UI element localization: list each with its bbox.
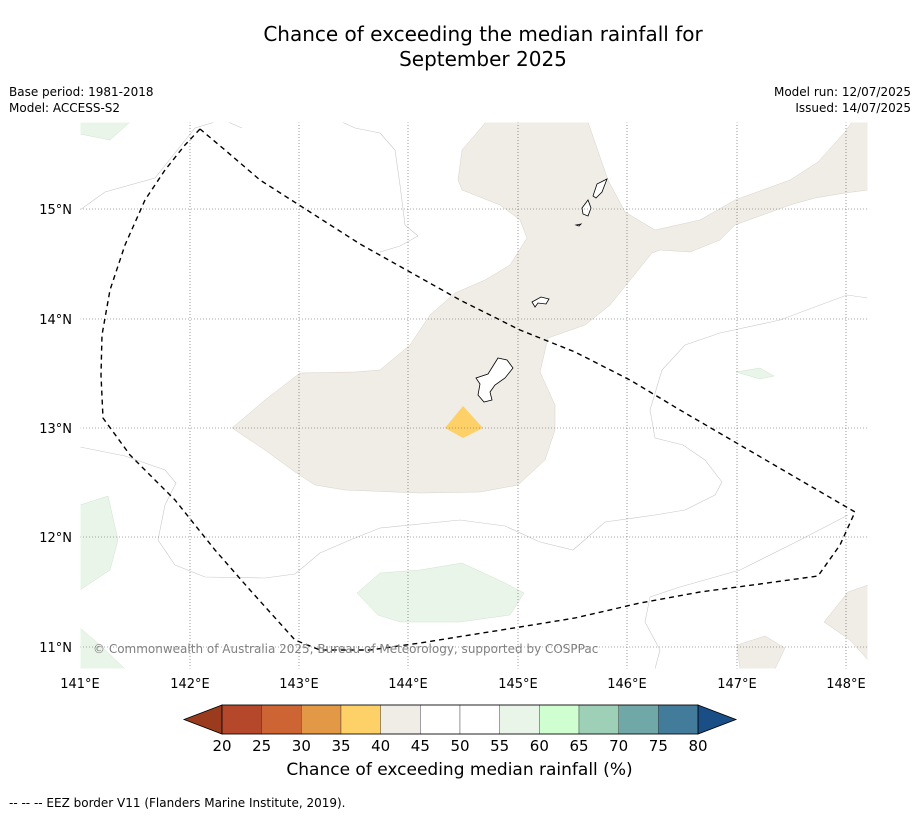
colorbar-tick-label: 75 — [649, 737, 668, 755]
colorbar-segment — [301, 704, 342, 735]
lat-label: 11°N — [39, 641, 72, 656]
colorbar-frame — [221, 704, 699, 735]
meta-left: Base period: 1981-2018 Model: ACCESS-S2 — [9, 84, 154, 116]
rainfall-region-55-60-c — [80, 122, 131, 141]
model-run: Model run: 12/07/2025 — [773, 85, 911, 99]
colorbar-segment — [380, 704, 421, 735]
map-area: © Commonwealth of Australia 2025, Bureau… — [80, 122, 868, 669]
colorbar-extend-low — [182, 704, 223, 735]
lon-label: 145°E — [498, 677, 538, 692]
colorbar-tick-label: 45 — [411, 737, 430, 755]
colorbar-segment — [459, 704, 500, 735]
colorbar-segment — [618, 704, 659, 735]
colorbar-tick-label: 25 — [252, 737, 271, 755]
island-aguijan — [574, 223, 583, 227]
island-guam — [475, 357, 514, 403]
eez-footnote: -- -- -- EEZ border V11 (Flanders Marine… — [9, 796, 346, 810]
colorbar-extend-high — [697, 704, 738, 735]
meta-right: Model run: 12/07/2025 Issued: 14/07/2025 — [774, 84, 911, 116]
colorbar-tick-label: 60 — [530, 737, 549, 755]
rainfall-region-55-60-d — [735, 367, 775, 380]
gridlines — [80, 122, 868, 669]
issued-date: Issued: 14/07/2025 — [795, 101, 911, 115]
rainfall-region-40-45 — [231, 122, 868, 494]
title-line-2: September 2025 — [399, 47, 567, 71]
map-title: Chance of exceeding the median rainfall … — [0, 22, 919, 72]
colorbar-tick-label: 20 — [212, 737, 231, 755]
rainfall-region-55-60-a — [356, 562, 525, 623]
colorbar-tick-label: 40 — [371, 737, 390, 755]
lon-label: 147°E — [717, 677, 757, 692]
colorbar-tick-label: 55 — [490, 737, 509, 755]
colorbar-segment — [499, 704, 540, 735]
colorbar-segment — [539, 704, 580, 735]
lat-label: 12°N — [39, 531, 72, 546]
rainfall-region-40-45-se — [823, 584, 868, 661]
island-rota — [531, 296, 550, 308]
model-name: Model: ACCESS-S2 — [9, 101, 121, 115]
lon-label: 148°E — [826, 677, 866, 692]
lat-label: 13°N — [39, 422, 72, 437]
island-saipan — [592, 178, 608, 199]
island-tinian — [581, 199, 592, 217]
colorbar-tick-label: 30 — [292, 737, 311, 755]
colorbar-segment — [420, 704, 461, 735]
islands — [475, 178, 608, 403]
contour-lines — [80, 122, 868, 669]
lat-label: 14°N — [39, 313, 72, 328]
lon-label: 143°E — [279, 677, 319, 692]
latitude-labels: 15°N 14°N 13°N 12°N 11°N — [39, 203, 72, 656]
lon-label: 144°E — [388, 677, 428, 692]
colorbar-title: Chance of exceeding median rainfall (%) — [286, 760, 633, 780]
rainfall-region-55-60-e — [80, 627, 126, 669]
lon-label: 146°E — [607, 677, 647, 692]
lat-label: 15°N — [39, 203, 72, 218]
rainfall-region-55-60-b — [80, 495, 119, 591]
rainfall-region-40-45-s — [736, 635, 786, 669]
colorbar-segment — [221, 704, 262, 735]
colorbar-segment — [658, 704, 699, 735]
base-period: Base period: 1981-2018 — [9, 85, 154, 99]
title-line-1: Chance of exceeding the median rainfall … — [263, 22, 703, 46]
colorbar-segment — [578, 704, 619, 735]
longitude-labels: 141°E 142°E 143°E 144°E 145°E 146°E 147°… — [60, 677, 866, 692]
colorbar-tick-label: 70 — [609, 737, 628, 755]
colorbar-segment — [340, 704, 381, 735]
rainfall-region-35-40 — [445, 406, 483, 438]
colorbar-tick-label: 35 — [331, 737, 350, 755]
lon-label: 141°E — [60, 677, 100, 692]
colorbar-tick-label: 80 — [688, 737, 707, 755]
lon-label: 142°E — [170, 677, 210, 692]
colorbar: 20 25 30 35 40 45 50 55 60 65 70 75 80 — [182, 704, 738, 755]
colorbar-segment — [261, 704, 302, 735]
eez-border — [100, 128, 856, 651]
colorbar-tick-label: 65 — [569, 737, 588, 755]
colorbar-tick-label: 50 — [450, 737, 469, 755]
copyright-text: © Commonwealth of Australia 2025, Bureau… — [93, 642, 598, 656]
